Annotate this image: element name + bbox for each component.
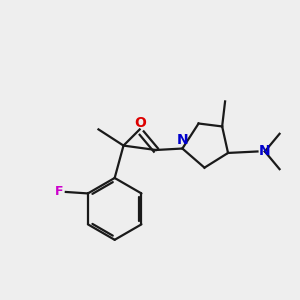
Text: N: N [259, 145, 271, 158]
Text: O: O [134, 116, 146, 130]
Text: N: N [177, 133, 188, 147]
Text: F: F [55, 185, 64, 199]
